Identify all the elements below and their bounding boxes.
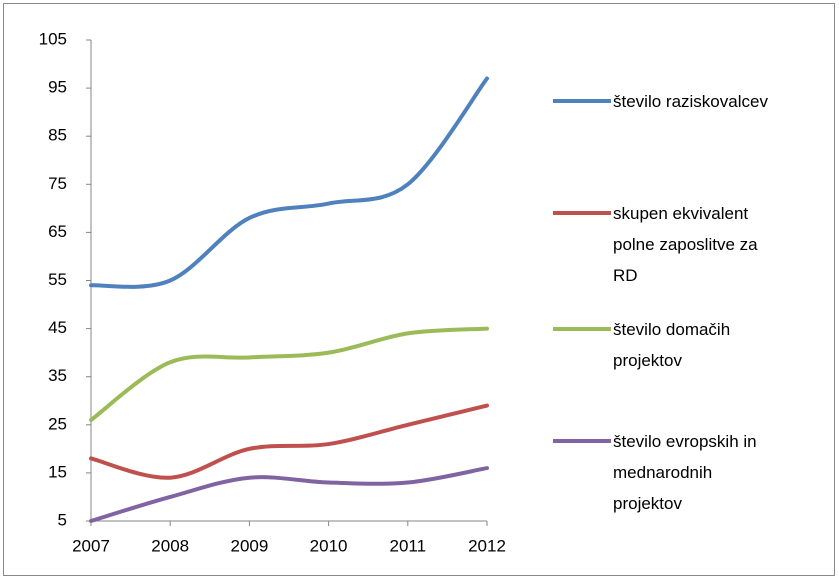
- legend-swatch: [553, 439, 611, 443]
- y-tick-label: 75: [48, 174, 67, 193]
- y-tick-label: 55: [48, 270, 67, 289]
- x-tick-label: 2010: [310, 536, 348, 555]
- series-line: [89, 326, 489, 422]
- y-tick-label: 95: [48, 78, 67, 97]
- y-tick-label: 15: [48, 462, 67, 481]
- series-line: [89, 466, 489, 523]
- legend-label: število domačih projektov: [613, 320, 731, 370]
- legend-swatch: [553, 99, 611, 103]
- chart-frame: [3, 3, 835, 576]
- x-tick-label: 2011: [390, 536, 427, 555]
- x-tick-label: 2009: [230, 536, 268, 555]
- legend-swatch: [553, 211, 611, 215]
- legend-label: število evropskih in mednarodnih projekt…: [613, 432, 757, 513]
- legend-item: število raziskovalcev: [553, 86, 785, 117]
- x-tick-label: 2008: [151, 536, 189, 555]
- y-tick-label: 65: [48, 222, 67, 241]
- x-tick-label: 2007: [72, 536, 110, 555]
- y-tick-label: 35: [48, 366, 67, 385]
- legend-label: število raziskovalcev: [613, 92, 768, 111]
- legend-item: skupen ekvivalent polne zaposlitve za RD: [553, 198, 785, 291]
- y-tick-label: 45: [48, 318, 67, 337]
- legend-label: skupen ekvivalent polne zaposlitve za RD: [613, 204, 758, 285]
- y-tick-label: 85: [48, 126, 67, 145]
- series-line: [89, 76, 489, 289]
- legend-item: število evropskih in mednarodnih projekt…: [553, 426, 785, 519]
- legend-item: število domačih projektov: [553, 314, 785, 376]
- y-tick-label: 25: [48, 414, 67, 433]
- x-tick-label: 2012: [468, 536, 506, 555]
- series-line: [89, 403, 489, 480]
- y-tick-label: 5: [58, 510, 67, 529]
- y-tick-label: 105: [39, 29, 67, 48]
- legend-swatch: [553, 327, 611, 331]
